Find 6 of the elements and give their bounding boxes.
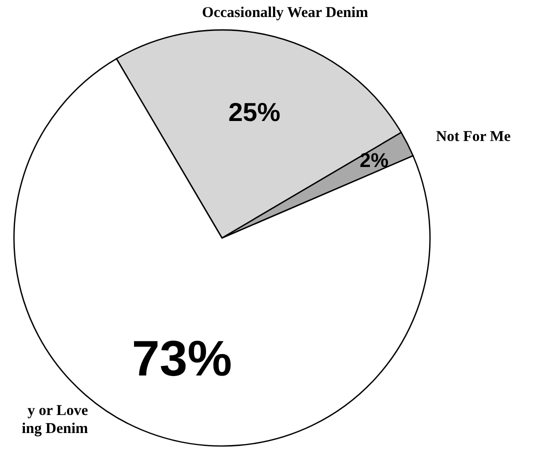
- data-label: 25%: [228, 97, 280, 128]
- slice-label: y or Love ing Denim: [22, 403, 88, 437]
- data-label: 2%: [360, 150, 389, 172]
- data-label: 73%: [132, 330, 232, 387]
- slice-label: Not For Me: [436, 129, 512, 145]
- slice-label: Occasionally Wear Denim: [202, 5, 369, 21]
